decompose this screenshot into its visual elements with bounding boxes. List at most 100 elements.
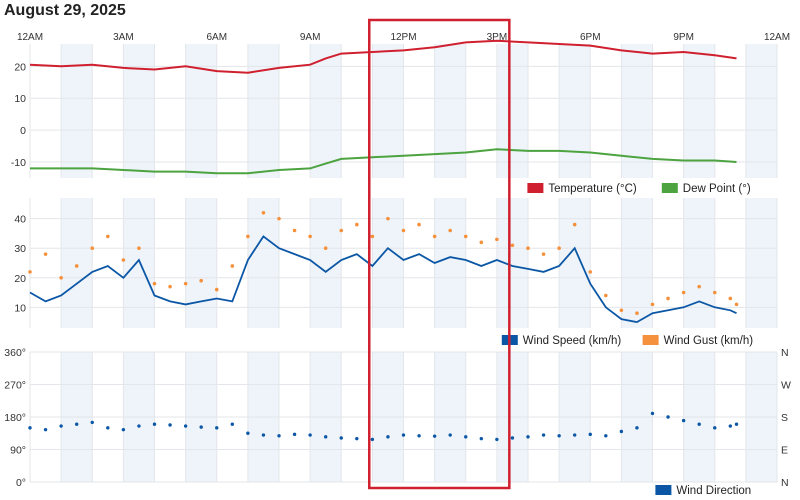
wind-gust-point bbox=[74, 264, 79, 268]
y-tick-label: 20 bbox=[14, 273, 26, 285]
wind-gust-point bbox=[728, 296, 733, 301]
wind-direction-point bbox=[199, 425, 203, 429]
wind-direction-point bbox=[43, 427, 48, 432]
wind-gust-point bbox=[635, 311, 639, 316]
y-tick-label: 10 bbox=[14, 93, 26, 105]
time-tick-label: 3PM bbox=[487, 32, 508, 43]
wind-direction-point bbox=[152, 422, 157, 426]
panel-1-background bbox=[29, 44, 778, 178]
wind-gust-point bbox=[526, 246, 530, 251]
wind-direction-point bbox=[386, 435, 390, 439]
y-tick-label: 0° bbox=[16, 477, 26, 489]
wind-direction-point bbox=[728, 424, 733, 428]
hour-band bbox=[247, 198, 279, 328]
wind-gust-point bbox=[106, 234, 110, 239]
wind-direction-point bbox=[246, 431, 250, 435]
hour-band bbox=[559, 44, 591, 178]
wind-gust-point bbox=[199, 278, 203, 283]
wind-direction-point bbox=[106, 426, 110, 430]
wind-gust-point bbox=[370, 234, 375, 239]
legend-label: Wind Speed (km/h) bbox=[523, 335, 622, 347]
y-tick-label: 20 bbox=[14, 61, 26, 73]
wind-gust-point bbox=[495, 237, 499, 242]
wind-direction-point bbox=[183, 424, 188, 428]
hour-band bbox=[745, 198, 777, 328]
hour-band bbox=[559, 198, 591, 328]
time-tick-label: 6AM bbox=[206, 32, 227, 43]
hour-band bbox=[434, 44, 466, 178]
wind-direction-point bbox=[666, 415, 670, 419]
hour-band bbox=[61, 198, 93, 328]
time-tick-label: 9AM bbox=[300, 32, 321, 43]
wind-gust-point bbox=[183, 281, 188, 286]
hour-band bbox=[621, 198, 653, 328]
hour-band bbox=[683, 198, 715, 328]
hour-band bbox=[185, 44, 217, 178]
wind-direction-point bbox=[401, 433, 406, 437]
wind-direction-point bbox=[230, 422, 235, 426]
hour-band bbox=[310, 44, 342, 178]
wind-direction-point bbox=[90, 420, 94, 425]
wind-gust-point bbox=[355, 222, 359, 227]
wind-direction-point bbox=[464, 435, 468, 439]
wind-direction-point bbox=[432, 434, 437, 438]
y-tick-label: 360° bbox=[4, 347, 26, 359]
time-tick-label: 3AM bbox=[113, 32, 134, 43]
wind-direction-point bbox=[635, 426, 639, 430]
wind-direction-point bbox=[713, 426, 717, 430]
wind-direction-point bbox=[292, 432, 297, 437]
wind-direction-point bbox=[308, 433, 312, 437]
y-tick-label: 10 bbox=[14, 302, 26, 314]
hour-band bbox=[496, 198, 528, 328]
wind-gust-point bbox=[479, 240, 484, 245]
wind-gust-point bbox=[541, 252, 546, 256]
y-tick-label: 180° bbox=[4, 412, 26, 424]
wind-direction-point bbox=[495, 437, 499, 442]
time-tick-label: 9PM bbox=[673, 32, 694, 43]
wind-gust-point bbox=[121, 258, 126, 262]
y-tick-label: 270° bbox=[4, 380, 26, 392]
legend-swatch bbox=[642, 335, 659, 345]
compass-tick-label: N bbox=[781, 347, 789, 359]
wind-direction-point bbox=[681, 418, 686, 423]
wind-direction-point bbox=[137, 424, 141, 428]
wind-direction-point bbox=[59, 424, 63, 428]
wind-gust-point bbox=[277, 216, 281, 221]
wind-direction-point bbox=[168, 423, 172, 427]
panel-2-background bbox=[29, 198, 778, 328]
wind-direction-point bbox=[28, 426, 32, 430]
hour-band bbox=[434, 198, 466, 328]
wind-gust-point bbox=[604, 293, 608, 298]
wind-direction-point bbox=[448, 433, 452, 437]
wind-gust-point bbox=[448, 228, 452, 233]
wind-direction-point bbox=[74, 422, 79, 426]
wind-gust-point bbox=[246, 234, 250, 239]
wind-gust-point bbox=[432, 234, 437, 239]
wind-direction-point bbox=[604, 434, 608, 438]
hour-band bbox=[745, 44, 777, 178]
time-tick-label: 12AM bbox=[764, 32, 790, 43]
wind-direction-point bbox=[370, 437, 375, 442]
wind-gust-point bbox=[90, 246, 95, 251]
wind-gust-point bbox=[230, 264, 235, 268]
legend-label: Temperature (°C) bbox=[548, 183, 636, 195]
hour-band bbox=[185, 198, 217, 328]
wind-direction-point bbox=[572, 433, 577, 437]
compass-tick-label: W bbox=[781, 380, 791, 392]
wind-gust-point bbox=[43, 252, 48, 256]
wind-gust-point bbox=[323, 246, 328, 251]
legend-label: Wind Gust (km/h) bbox=[664, 335, 754, 347]
hour-band bbox=[123, 198, 155, 328]
highlight-box bbox=[368, 18, 511, 490]
legend-label: Dew Point (°) bbox=[683, 183, 751, 195]
wind-direction-point bbox=[479, 436, 484, 441]
wind-direction-point bbox=[355, 436, 359, 441]
wind-direction-point bbox=[417, 434, 421, 438]
wind-direction-point bbox=[277, 434, 281, 438]
wind-direction-point bbox=[734, 422, 739, 426]
legend-swatch bbox=[527, 183, 544, 193]
wind-gust-point bbox=[666, 296, 670, 301]
wind-gust-point bbox=[386, 216, 390, 221]
wind-direction-point bbox=[650, 411, 655, 416]
